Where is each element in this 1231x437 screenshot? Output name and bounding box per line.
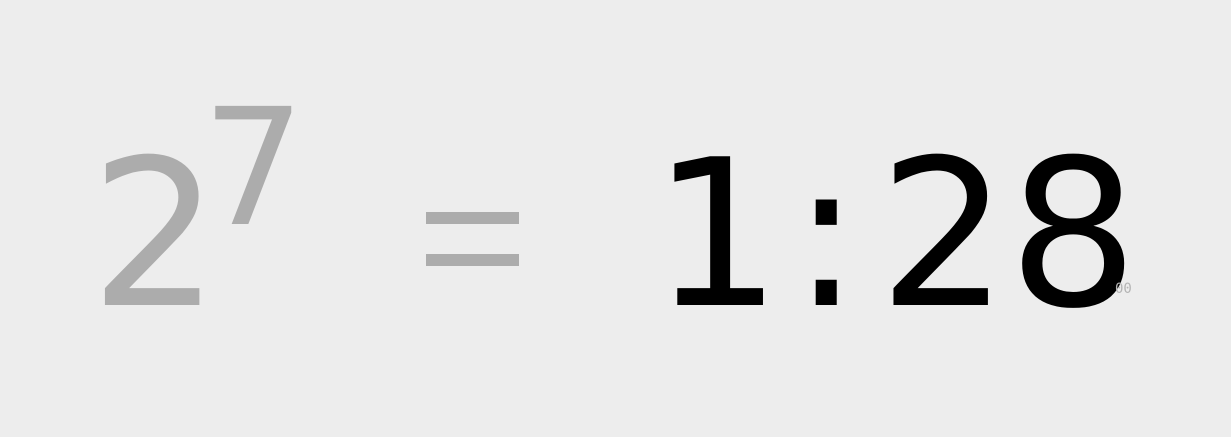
equals-sign bbox=[426, 212, 519, 268]
time-centiseconds: 00 bbox=[1115, 281, 1132, 297]
power-exponent: 7 bbox=[202, 75, 306, 263]
time-readout: 1 : 28 bbox=[652, 134, 1138, 338]
time-seconds: 28 bbox=[878, 117, 1139, 354]
equals-bar-top bbox=[426, 212, 519, 224]
time-minutes: 1 bbox=[652, 117, 782, 354]
equals-bar-bottom bbox=[426, 254, 519, 266]
time-separator: : bbox=[791, 117, 861, 354]
power-base: 2 bbox=[90, 117, 220, 354]
